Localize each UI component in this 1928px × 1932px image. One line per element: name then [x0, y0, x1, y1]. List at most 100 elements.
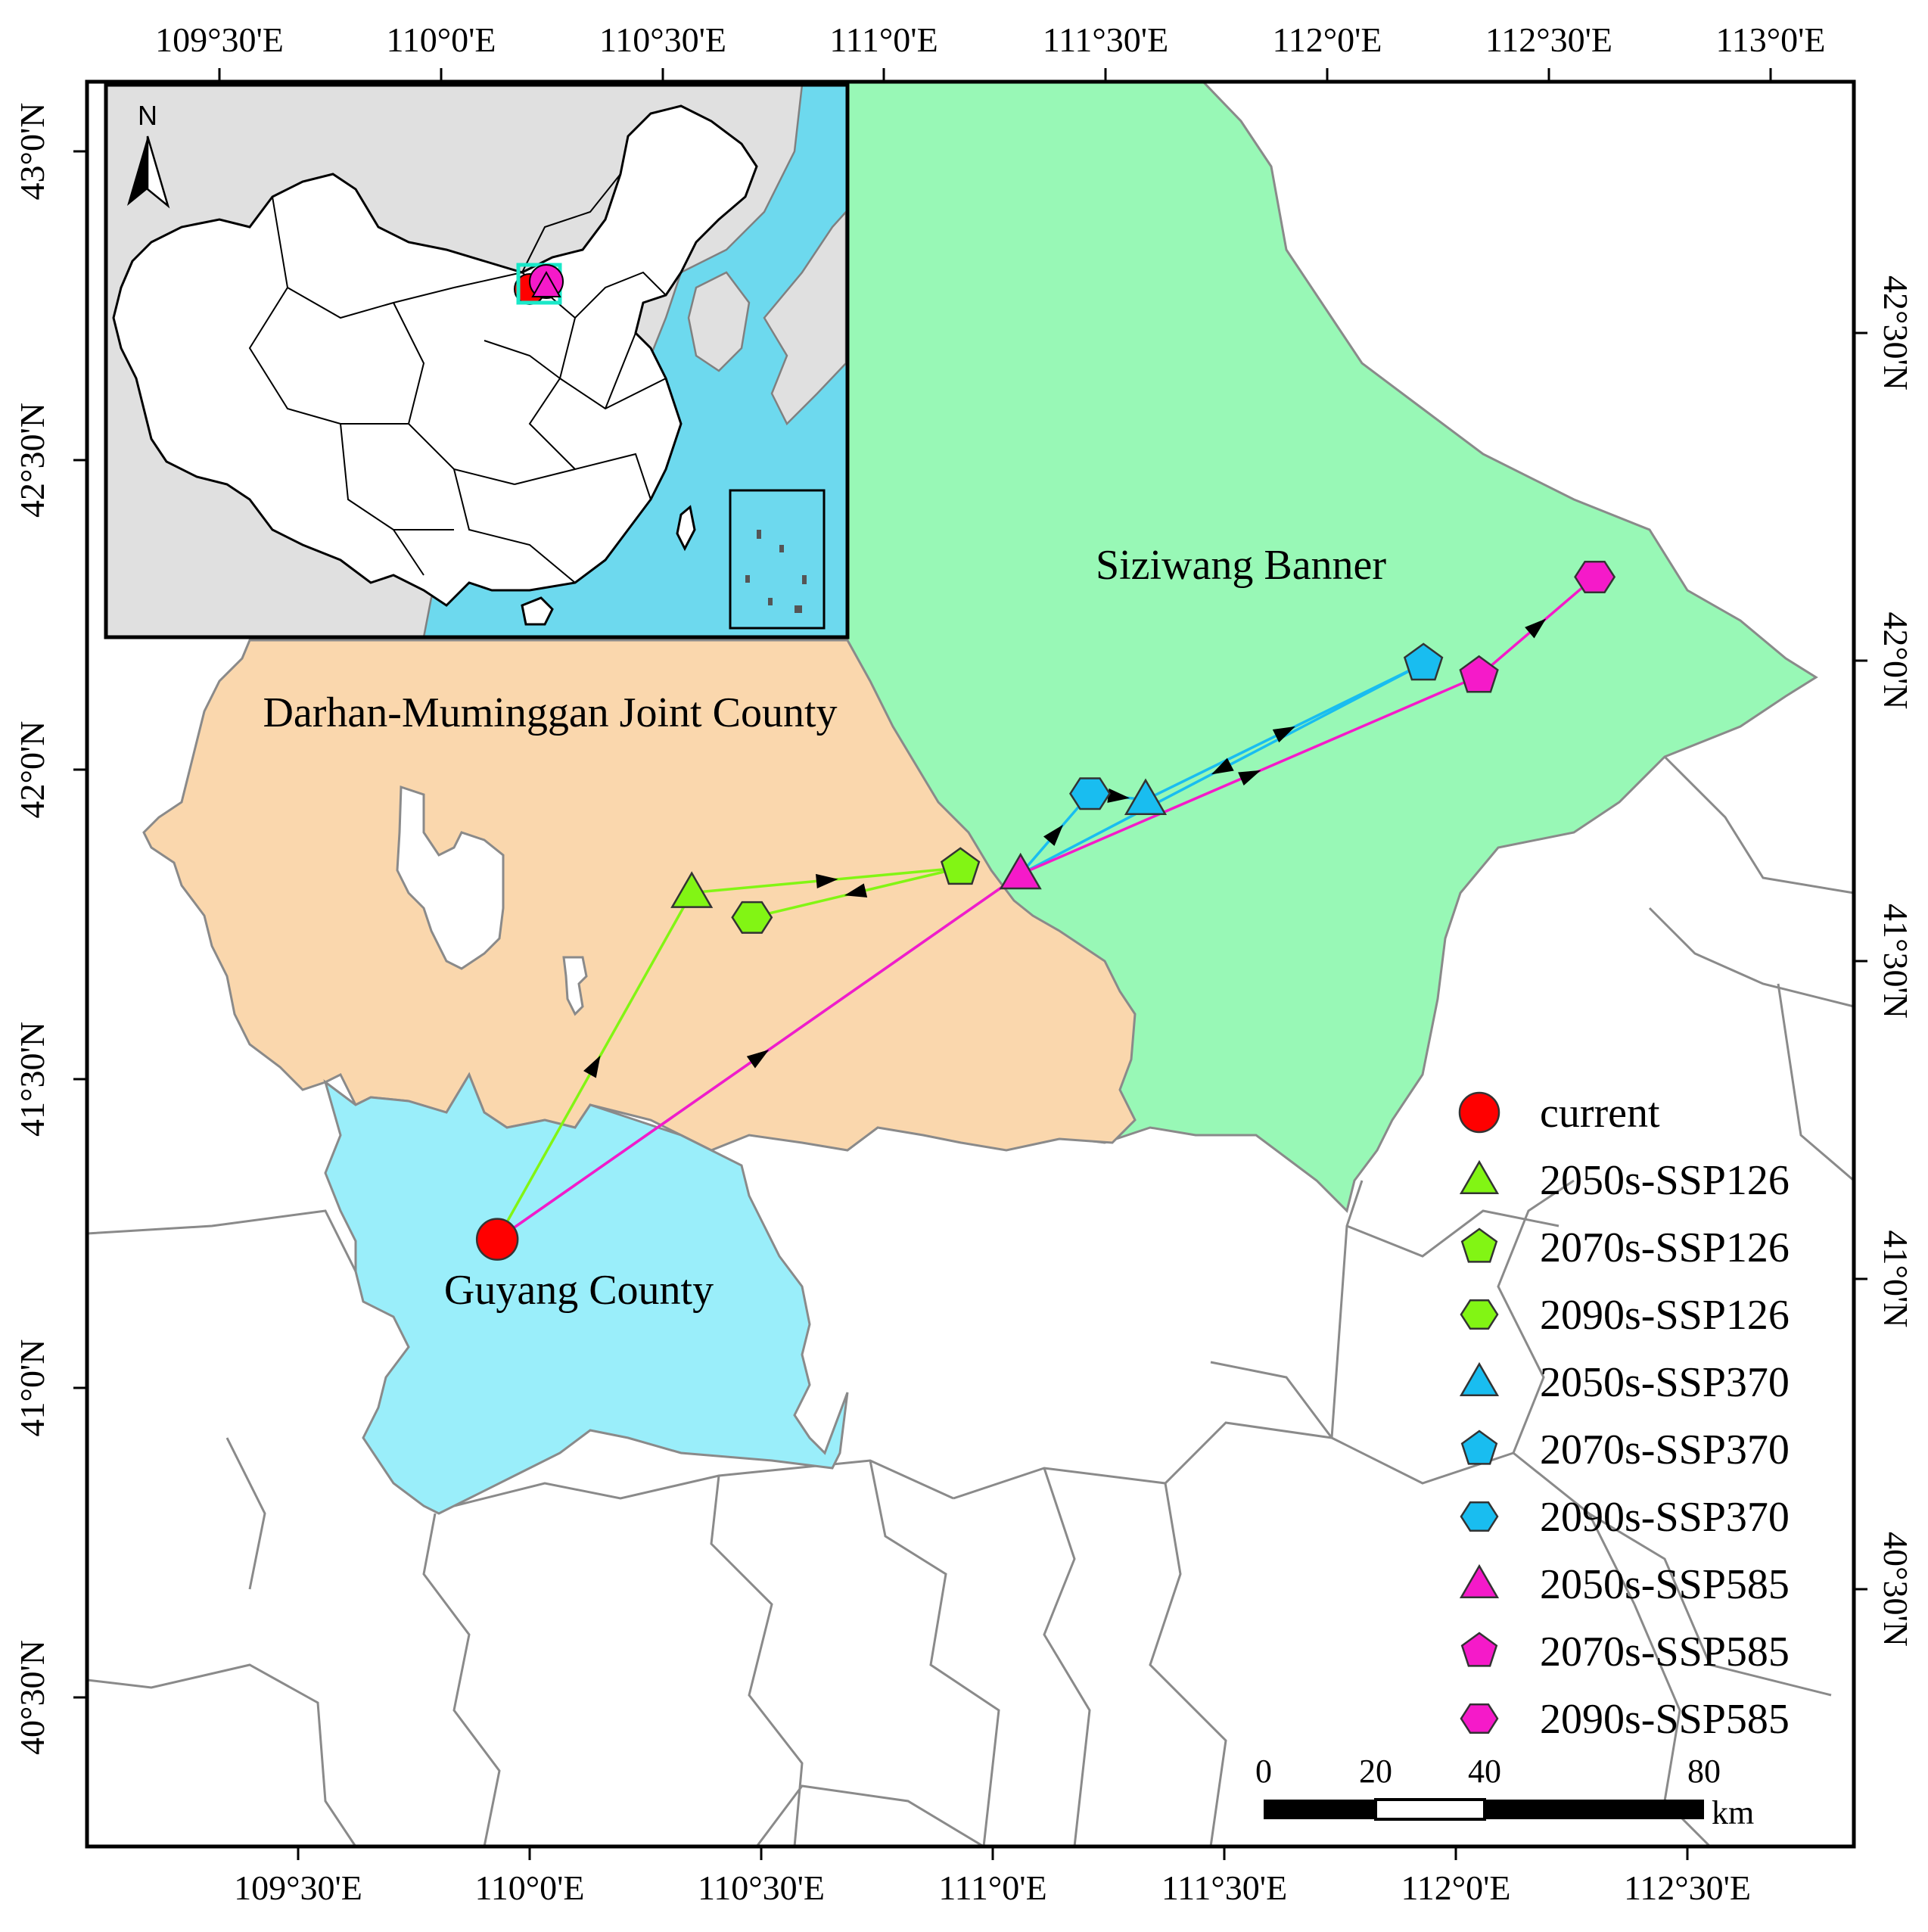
right-lat-label: 42°30'N [1877, 275, 1915, 390]
legend-symbol-2090s-ssp126 [1460, 1299, 1499, 1330]
centroid-marker-2050s-ssp126 [670, 871, 714, 908]
scale-label-20: 20 [1359, 1753, 1392, 1790]
centroid-marker-2050s-ssp585 [999, 852, 1042, 890]
centroid-markers [475, 560, 1616, 1261]
direction-arrow-ssp126 [816, 873, 838, 888]
direction-arrow-ssp585 [1525, 618, 1547, 639]
top-lon-label: 112°30'E [1485, 20, 1612, 59]
direction-arrow-ssp370 [1043, 824, 1064, 846]
inset-province-borders [248, 173, 667, 583]
legend-label: 2050s-SSP370 [1540, 1359, 1790, 1406]
direction-arrows [583, 618, 1547, 1078]
legend-label: 2070s-SSP370 [1540, 1426, 1790, 1473]
scale-label-80: 80 [1687, 1753, 1721, 1790]
north-arrow: N [127, 100, 170, 209]
centroid-marker-2070s-ssp126 [940, 847, 981, 885]
legend-label: 2090s-SSP370 [1540, 1494, 1790, 1541]
bottom-lon-label: 110°30'E [698, 1868, 825, 1907]
legend-label: 2090s-SSP126 [1540, 1292, 1790, 1339]
direction-arrow-ssp585 [1238, 770, 1261, 786]
region-guyang-county [323, 1072, 849, 1515]
centroid-marker-2090s-ssp585 [1574, 560, 1616, 593]
centroid-marker-2050s-ssp370 [1124, 778, 1168, 816]
legend-symbol-2090s-ssp585 [1460, 1703, 1499, 1734]
frame-ticks [73, 68, 1867, 1860]
scale-label-40: 40 [1468, 1753, 1501, 1790]
inset-taiwan [676, 505, 696, 552]
centroid-marker-2070s-ssp585 [1459, 655, 1499, 693]
top-lon-label: 110°0'E [386, 20, 496, 59]
inset-locator-map: N [104, 82, 850, 639]
direction-arrow-ssp126 [844, 883, 868, 898]
left-lat-label: 43°0'N [13, 103, 51, 201]
legend-symbol-2050s-ssp126 [1459, 1159, 1500, 1195]
left-lat-label: 42°0'N [13, 721, 51, 819]
bottom-lon-label: 111°30'E [1161, 1868, 1287, 1907]
map-frame-border [85, 79, 1856, 1849]
darhan-enclave-small [562, 956, 588, 1016]
bottom-lon-label: 110°0'E [474, 1868, 584, 1907]
legend-symbol-2070s-ssp126 [1460, 1227, 1498, 1263]
legend-symbol-current [1458, 1091, 1500, 1134]
legend: current 2050s-SSP126 2070s-SSP126 2090s-SSP… [1458, 1090, 1790, 1743]
legend-symbol-2050s-ssp585 [1459, 1563, 1500, 1599]
top-lon-label: 112°0'E [1272, 20, 1382, 59]
right-lat-label: 41°0'N [1877, 1230, 1915, 1328]
inset-china-outline [112, 104, 758, 607]
darhan-enclave-large [396, 785, 505, 970]
legend-symbol-2090s-ssp370 [1460, 1501, 1499, 1532]
direction-arrow-ssp126 [583, 1055, 601, 1078]
scale-bar-segment-3 [1485, 1800, 1704, 1819]
top-lon-label: 111°30'E [1043, 20, 1168, 59]
bottom-lon-label: 109°30'E [234, 1868, 362, 1907]
scale-bar-segment-1 [1264, 1800, 1376, 1819]
label-guyang-county: Guyang County [444, 1267, 714, 1314]
direction-arrow-ssp370 [1211, 758, 1234, 775]
bottom-lon-label: 111°0'E [938, 1868, 1046, 1907]
inset-study-area-marker [514, 263, 564, 305]
left-lat-label: 40°30'N [13, 1640, 51, 1755]
other-county-boundaries [86, 755, 1855, 1848]
inset-south-china-sea-box [729, 489, 826, 630]
top-lon-label: 110°30'E [599, 20, 726, 59]
inset-hainan [521, 596, 554, 626]
legend-label: 2050s-SSP585 [1540, 1561, 1790, 1608]
top-lon-label: 111°0'E [829, 20, 938, 59]
centroid-marker-2090s-ssp370 [1069, 777, 1111, 810]
centroid-marker-2070s-ssp370 [1403, 642, 1444, 681]
inset-border [104, 82, 850, 639]
left-lat-label: 41°30'N [13, 1022, 51, 1137]
legend-label: 2070s-SSP126 [1540, 1224, 1790, 1271]
right-latitude-labels: 42°30'N 42°0'N 41°30'N 41°0'N 40°30'N [1877, 275, 1915, 1647]
right-lat-label: 42°0'N [1877, 612, 1915, 710]
centroid-marker-2090s-ssp126 [731, 901, 773, 934]
top-longitude-labels: 109°30'E 110°0'E 110°30'E 111°0'E 111°30… [155, 20, 1825, 59]
bottom-longitude-labels: 109°30'E 110°0'E 110°30'E 111°0'E 111°30… [234, 1868, 1751, 1907]
legend-symbol-2070s-ssp370 [1460, 1430, 1498, 1465]
north-arrow-icon [127, 136, 148, 206]
top-lon-label: 113°0'E [1715, 20, 1825, 59]
left-lat-label: 42°30'N [13, 403, 51, 518]
scale-bar-segment-2 [1374, 1798, 1486, 1821]
legend-label: current [1540, 1090, 1660, 1137]
legend-symbol-2070s-ssp585 [1460, 1632, 1498, 1667]
label-darhan-muminggan: Darhan-Muminggan Joint County [263, 689, 837, 736]
inset-islands [745, 530, 807, 613]
scale-bar: 0 20 40 80 km [1255, 1753, 1754, 1831]
left-lat-label: 41°0'N [13, 1339, 51, 1437]
bottom-lon-label: 112°0'E [1401, 1868, 1510, 1907]
right-lat-label: 40°30'N [1877, 1532, 1915, 1647]
label-siziwang-banner: Siziwang Banner [1096, 542, 1386, 589]
legend-label: 2090s-SSP585 [1540, 1696, 1790, 1743]
left-latitude-labels: 43°0'N 42°30'N 42°0'N 41°30'N 41°0'N 40°… [13, 103, 51, 1755]
right-lat-label: 41°30'N [1877, 904, 1915, 1019]
scale-label-0: 0 [1255, 1753, 1272, 1790]
bottom-lon-label: 112°30'E [1624, 1868, 1751, 1907]
centroid-marker-current [475, 1218, 519, 1261]
legend-symbol-2050s-ssp370 [1459, 1361, 1500, 1397]
legend-label: 2070s-SSP585 [1540, 1629, 1790, 1675]
scale-unit: km [1712, 1794, 1754, 1831]
direction-arrow-ssp370 [1272, 726, 1295, 743]
legend-label: 2050s-SSP126 [1540, 1157, 1790, 1204]
